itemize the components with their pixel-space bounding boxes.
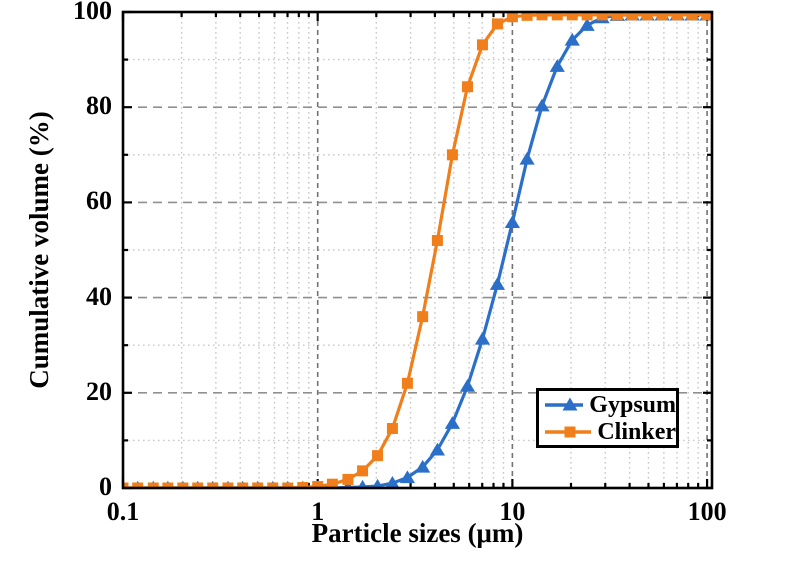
y-tick-label: 40 <box>86 281 112 311</box>
x-tick-label: 1 <box>311 497 325 526</box>
y-tick-label: 100 <box>73 0 112 25</box>
y-tick-label: 60 <box>86 186 112 216</box>
x-tick-label: 100 <box>687 497 727 526</box>
legend-entry-gypsum: Gypsum <box>544 391 676 418</box>
x-axis-title: Particle sizes (μm) <box>311 518 524 548</box>
x-tick-label: 10 <box>499 497 526 526</box>
x-tick-label: 0.1 <box>106 497 140 526</box>
plot-border <box>121 10 714 490</box>
y-axis-title: Cumulative volume (%) <box>24 111 54 389</box>
legend-label-gypsum: Gypsum <box>589 391 676 418</box>
series-clinker <box>123 12 712 488</box>
y-tick-label: 0 <box>99 472 112 501</box>
legend: Gypsum Clinker <box>536 388 679 448</box>
gypsum-triangle-line-icon <box>545 397 584 410</box>
clinker-square-line-icon <box>545 426 592 437</box>
y-tick-label: 20 <box>86 376 112 406</box>
y-tick-label: 80 <box>86 91 112 121</box>
legend-label-clinker: Clinker <box>597 418 676 445</box>
legend-entry-clinker: Clinker <box>544 418 676 445</box>
